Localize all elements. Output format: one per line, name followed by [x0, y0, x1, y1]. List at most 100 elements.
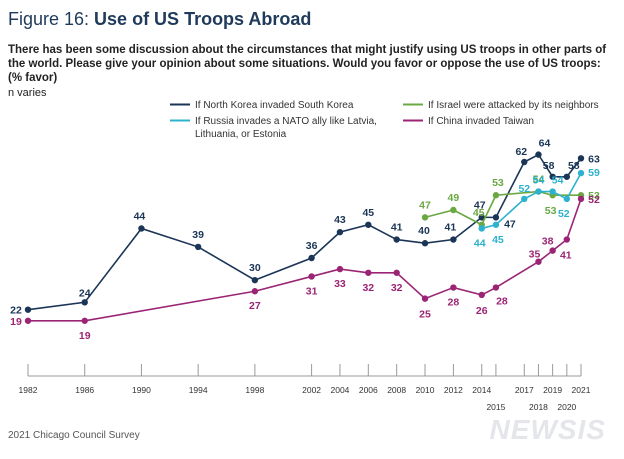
data-point — [365, 221, 372, 228]
data-label: 32 — [362, 282, 374, 294]
data-point — [138, 225, 145, 232]
data-label: 54 — [533, 174, 545, 186]
data-label: 36 — [306, 240, 318, 252]
data-point — [478, 214, 485, 221]
data-label: 47 — [419, 199, 431, 211]
legend-label: If North Korea invaded South Korea — [195, 100, 354, 111]
x-tick-label: 1986 — [75, 385, 94, 395]
data-point — [365, 269, 372, 276]
data-label: 52 — [518, 183, 530, 195]
data-labels: 22 24 44 39 30 36 43 45 41 40 41 47 47 62 64 58 58 63 47 49… — [10, 138, 600, 342]
data-label: 45 — [473, 207, 485, 219]
x-tick-label: 2008 — [387, 385, 406, 395]
x-tick-label: 2015 — [486, 402, 505, 412]
x-tick-label: 1998 — [245, 385, 264, 395]
data-label: 54 — [552, 175, 564, 187]
data-point — [549, 173, 556, 180]
data-point — [308, 254, 315, 262]
data-label: 39 — [192, 229, 204, 241]
data-point — [535, 258, 542, 265]
x-tick-label: 2019 — [543, 385, 562, 395]
data-label: 58 — [543, 160, 555, 172]
data-label: 41 — [560, 250, 572, 262]
data-point — [81, 299, 88, 306]
data-label: 52 — [588, 194, 600, 206]
data-label: 30 — [249, 262, 261, 274]
data-point — [492, 214, 500, 221]
legend-label: If China invaded Taiwan — [428, 116, 534, 127]
data-label: 22 — [10, 305, 22, 317]
data-label: 27 — [249, 300, 261, 312]
data-point — [535, 188, 542, 195]
data-point — [577, 195, 585, 203]
data-point — [577, 155, 585, 162]
data-point — [336, 228, 344, 236]
source-note: 2021 Chicago Council Survey — [8, 430, 140, 441]
x-tick-label: 1990 — [132, 385, 151, 395]
data-point — [194, 243, 202, 251]
data-point — [393, 236, 400, 243]
data-label: 45 — [492, 234, 504, 246]
legend-label: If Israel were attacked by its neighbors — [428, 100, 599, 111]
data-label: 64 — [539, 138, 551, 150]
data-label: 33 — [334, 278, 346, 290]
x-tick-label: 2017 — [515, 385, 534, 395]
data-label: 63 — [588, 153, 600, 165]
data-label: 35 — [529, 249, 541, 261]
data-label: 47 — [474, 199, 486, 211]
data-point — [308, 273, 315, 280]
chart-subtitle: There has been some discussion about the… — [8, 44, 607, 84]
data-label: 47 — [504, 218, 516, 230]
data-label: 41 — [391, 222, 403, 234]
data-point — [577, 169, 585, 177]
data-point — [450, 284, 457, 291]
figure-label: Figure 16: — [8, 9, 95, 29]
data-label: 62 — [515, 146, 527, 158]
data-label: 53 — [492, 177, 504, 189]
data-point — [450, 206, 457, 214]
data-label: 44 — [474, 237, 486, 249]
data-point — [24, 317, 32, 324]
x-tick-label: 2012 — [444, 385, 463, 395]
data-label: 54 — [533, 175, 545, 187]
chart-note: n varies — [8, 87, 47, 99]
data-point — [393, 269, 400, 276]
data-point — [251, 288, 259, 295]
data-point — [336, 265, 344, 273]
chart-legend: If North Korea invaded South Korea If Isr… — [170, 100, 599, 140]
data-label: 24 — [79, 287, 91, 299]
data-label: 49 — [448, 192, 460, 204]
data-point — [521, 158, 528, 166]
data-point — [421, 295, 429, 302]
data-label: 28 — [496, 296, 508, 308]
data-label: 52 — [558, 208, 570, 220]
data-point — [563, 173, 571, 180]
data-point — [535, 151, 542, 158]
data-label: 53 — [588, 190, 600, 202]
x-axis: 1982 1986 1990 1994 1998 2002 2004 2006 2008 2010… — [19, 364, 591, 412]
x-tick-label: 2021 — [572, 385, 591, 395]
data-label: 28 — [448, 297, 460, 309]
data-point — [251, 276, 259, 284]
x-tick-label: 2006 — [359, 385, 378, 395]
data-label: 53 — [545, 205, 557, 217]
data-label: 44 — [134, 210, 146, 222]
data-point — [450, 236, 457, 243]
data-point — [81, 317, 88, 324]
data-point — [492, 221, 500, 228]
data-label: 19 — [10, 316, 22, 328]
data-label: 40 — [418, 225, 430, 237]
data-label: 45 — [362, 207, 374, 219]
chart-series — [24, 151, 585, 324]
data-point — [549, 247, 556, 254]
data-point — [492, 192, 500, 199]
x-tick-label: 1982 — [19, 385, 38, 395]
data-label: 19 — [79, 330, 91, 342]
data-point — [421, 240, 429, 247]
legend-label: Lithuania, or Estonia — [195, 129, 287, 140]
data-label: 38 — [542, 236, 554, 248]
data-label: 59 — [588, 167, 600, 179]
x-tick-label: 2002 — [302, 385, 321, 395]
x-tick-label: 2004 — [330, 385, 349, 395]
x-tick-label: 2018 — [529, 402, 548, 412]
